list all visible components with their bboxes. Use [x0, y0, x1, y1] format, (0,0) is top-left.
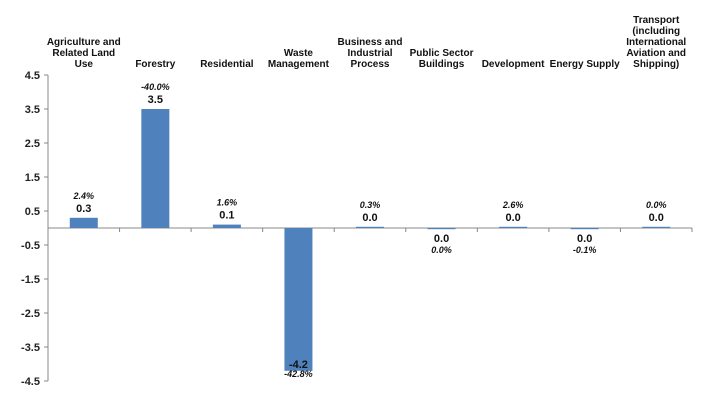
bars: [69, 109, 671, 371]
bar: [69, 217, 98, 228]
category-label: Industrial: [347, 48, 392, 59]
percent-label: 2.4%: [73, 191, 95, 201]
value-label: 3.5: [148, 94, 163, 106]
category-label: Aviation and: [626, 48, 686, 59]
value-label: 0.0: [505, 212, 520, 224]
category-label: Process: [351, 59, 390, 70]
y-tick-label: -0.5: [21, 240, 40, 252]
y-axis: 4.5 3.5 2.5 1.5 0.5 -0.5 -1.5 -2.5 -3.5 -4.5: [21, 70, 49, 388]
value-label: -4.2: [289, 359, 308, 371]
y-tick-label: 3.5: [25, 104, 40, 116]
percent-label: 0.0%: [646, 200, 667, 210]
y-tick-label: -2.5: [21, 308, 40, 320]
data-labels: 0.3 2.4% 3.5 -40.0% 0.1 1.6% -4.2-42.8% 0.0 0.3%…: [73, 82, 667, 379]
y-tick-label: 4.5: [25, 70, 40, 82]
percent-label: 0.3%: [360, 200, 381, 210]
percent-label: 0.0%: [431, 245, 452, 255]
category-label: Public Sector: [410, 48, 474, 59]
y-tick-label: 2.5: [25, 138, 40, 150]
value-label: 0.3: [76, 203, 91, 215]
bar: [212, 224, 241, 228]
y-tick-label: -4.5: [21, 376, 40, 388]
category-label: Buildings: [419, 59, 465, 70]
bar: [570, 228, 599, 230]
y-tick-label: -3.5: [21, 342, 40, 354]
category-label: Agriculture and: [47, 37, 121, 48]
percent-label: -0.1%: [573, 245, 597, 255]
category-label: International: [626, 37, 686, 48]
category-label: Use: [75, 59, 94, 70]
percent-label: 2.6%: [502, 200, 524, 210]
bar: [356, 226, 384, 228]
percent-label: -42.8%: [284, 369, 313, 379]
percent-label: -40.0%: [141, 82, 170, 92]
category-label: Residential: [200, 59, 254, 70]
bar: [284, 228, 313, 371]
category-label: Transport: [633, 15, 680, 26]
value-label: 0.0: [649, 212, 664, 224]
y-tick-label: 0.5: [25, 206, 40, 218]
category-label: Waste: [284, 48, 314, 59]
category-label: Forestry: [135, 59, 175, 70]
value-label: 0.0: [362, 212, 377, 224]
y-tick-label: 1.5: [25, 172, 40, 184]
y-tick-label: -1.5: [21, 274, 40, 286]
category-label: Related Land: [52, 48, 115, 59]
value-label: 0.1: [219, 210, 234, 222]
category-label: Energy Supply: [550, 59, 620, 70]
bar: [427, 228, 456, 230]
bar: [499, 226, 528, 228]
bar: [141, 109, 170, 228]
value-label: 0.0: [577, 233, 592, 245]
value-label: 0.0: [434, 233, 449, 245]
category-label: (including: [632, 26, 680, 37]
category-label: Shipping): [633, 59, 679, 70]
category-label: Development: [482, 59, 545, 70]
bar: [642, 226, 671, 228]
category-label: Business and: [337, 37, 402, 48]
category-label: Management: [268, 59, 330, 70]
percent-label: 1.6%: [217, 198, 238, 208]
